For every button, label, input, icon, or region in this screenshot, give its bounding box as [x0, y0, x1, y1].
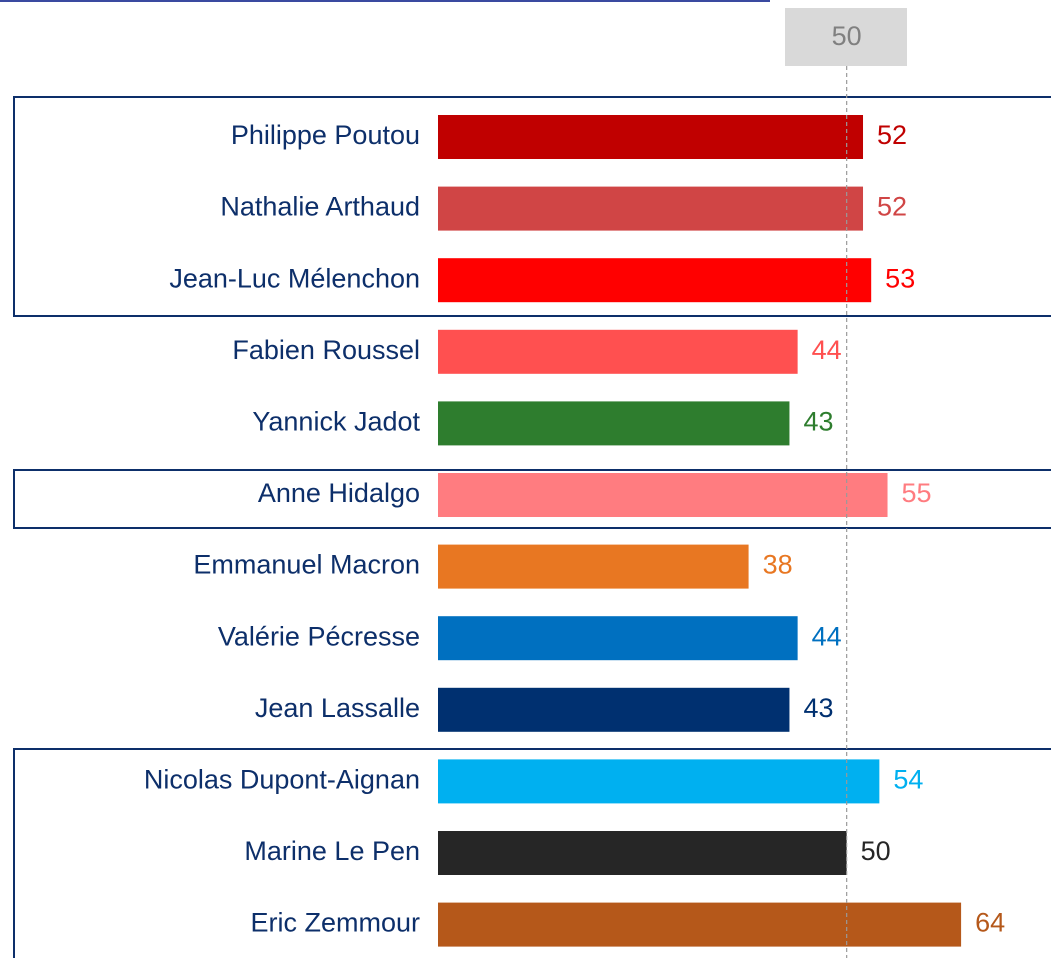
- value-label: 38: [763, 550, 793, 580]
- bar: [438, 186, 864, 231]
- category-label: Anne Hidalgo: [258, 478, 420, 508]
- bar: [438, 115, 864, 159]
- bar: [438, 616, 798, 661]
- value-label: 52: [877, 120, 907, 150]
- value-label: 64: [975, 908, 1005, 938]
- bar: [438, 544, 749, 589]
- bar: [438, 258, 872, 303]
- value-label: 52: [877, 192, 907, 222]
- value-label: 55: [902, 478, 932, 508]
- category-label: Philippe Poutou: [231, 120, 420, 150]
- category-label: Jean-Luc Mélenchon: [169, 263, 420, 293]
- category-label: Jean Lassalle: [255, 693, 420, 723]
- category-label: Eric Zemmour: [250, 908, 420, 938]
- reference-label: 50: [832, 21, 862, 51]
- bar: [438, 759, 880, 804]
- group-box: [13, 748, 1051, 958]
- group-box: [13, 96, 1051, 317]
- value-label: 43: [803, 693, 833, 723]
- category-label: Nathalie Arthaud: [220, 192, 420, 222]
- value-label: 44: [812, 621, 842, 651]
- value-label: 44: [812, 335, 842, 365]
- value-label: 43: [803, 407, 833, 437]
- reference-label-box: [785, 8, 907, 66]
- category-label: Yannick Jadot: [252, 407, 420, 437]
- value-label: 50: [861, 836, 891, 866]
- value-label: 53: [885, 263, 915, 293]
- category-label: Marine Le Pen: [244, 836, 420, 866]
- category-label: Nicolas Dupont-Aignan: [144, 765, 420, 795]
- bar: [438, 902, 962, 947]
- category-label: Fabien Roussel: [232, 335, 420, 365]
- bar: [438, 831, 847, 875]
- bar: [438, 401, 790, 446]
- category-label: Emmanuel Macron: [193, 550, 420, 580]
- category-label: Valérie Pécresse: [218, 621, 420, 651]
- value-label: 54: [893, 765, 923, 795]
- bar: [438, 473, 888, 517]
- bar: [438, 687, 790, 732]
- bar: [438, 329, 798, 374]
- group-box: [13, 469, 1051, 529]
